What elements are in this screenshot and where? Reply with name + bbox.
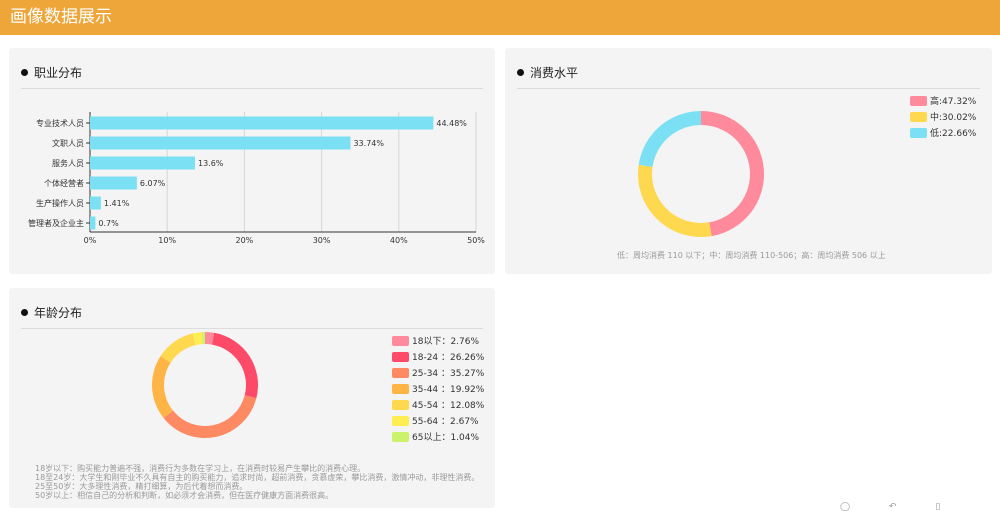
legend-item[interactable]: 55-64 ：2.67% (392, 414, 484, 430)
bar[interactable] (90, 136, 351, 150)
occupation-divider (21, 88, 483, 89)
occupation-title-text: 职业分布 (34, 66, 83, 80)
occupation-panel: 职业分布 0% 10% 20% 30% 40% 50% 专业技术人员 44.48% 文职人员 33… (9, 48, 495, 274)
pie-slice[interactable] (163, 395, 257, 438)
footer-toolbar[interactable]: ◯ ↶ ▯ ◯ ◯ (840, 502, 959, 511)
age-note-line: 18岁以下：购买能力普遍不强，消费行为多数在学习上，在消费时较易产生攀比的消费心… (35, 464, 366, 473)
legend-swatch (910, 127, 927, 138)
legend-label: 35-44 ：19.92% (412, 385, 485, 395)
age-note-line: 18至24岁：大学生和刚毕业不久具有自主的购买能力，追求时尚，超前消费，贪慕虚荣… (35, 473, 480, 482)
bullet-icon (517, 69, 524, 76)
legend-label: 中:30.02% (930, 113, 977, 123)
legend-label: 45-54 ：12.08% (412, 401, 485, 411)
age-panel: 年龄分布 18以下：2.76% 18-24 ：26.26% 25-34 ：35.27… (9, 288, 495, 508)
bar[interactable] (90, 216, 96, 230)
legend-item[interactable]: 25-34 ：35.27% (392, 366, 484, 382)
legend-swatch (392, 431, 409, 442)
legend-swatch (392, 399, 409, 410)
age-note-line: 25至50岁：大多理性消费，精打细算，为后代着想而消费。 (35, 482, 248, 491)
x-tick-label: 20% (236, 236, 254, 245)
category-label: 服务人员 (52, 158, 84, 168)
legend-item[interactable]: 低:22.66% (910, 126, 976, 142)
category-label: 生产操作人员 (36, 198, 84, 208)
data-label: 1.41% (104, 199, 130, 208)
spending-legend: 高:47.32% 中:30.02% 低:22.66% (910, 94, 976, 142)
age-legend: 18以下：2.76% 18-24 ：26.26% 25-34 ：35.27% 35-4… (392, 334, 484, 446)
page-title: 画像数据展示 (10, 7, 112, 27)
category-label: 专业技术人员 (36, 118, 84, 128)
legend-swatch (910, 111, 927, 122)
x-tick-label: 0% (84, 236, 97, 245)
legend-swatch (392, 367, 409, 378)
data-label: 0.7% (98, 219, 119, 228)
legend-swatch (392, 335, 409, 346)
data-label: 44.48% (436, 119, 467, 128)
legend-label: 25-34 ：35.27% (412, 369, 485, 379)
age-notes: 18岁以下：购买能力普遍不强，消费行为多数在学习上，在消费时较易产生攀比的消费心… (35, 464, 490, 500)
legend-item[interactable]: 18以下：2.76% (392, 334, 484, 350)
legend-item[interactable]: 高:47.32% (910, 94, 976, 110)
spending-donut-chart (638, 111, 765, 237)
category-label: 管理者及企业主 (28, 218, 84, 228)
spending-title-text: 消费水平 (530, 66, 579, 80)
pie-slice[interactable] (212, 332, 258, 399)
legend-label: 55-64 ：2.67% (412, 417, 479, 427)
age-divider (21, 328, 483, 329)
page-header: 画像数据展示 (0, 0, 1000, 35)
legend-label: 65以上：1.04% (412, 433, 480, 443)
bar[interactable] (90, 176, 137, 190)
data-label: 13.6% (198, 159, 224, 168)
legend-label: 18-24 ：26.26% (412, 353, 485, 363)
legend-swatch (910, 95, 927, 106)
legend-swatch (392, 415, 409, 426)
spending-title: 消费水平 (517, 63, 578, 83)
pie-slice[interactable] (201, 332, 205, 345)
bar[interactable] (90, 156, 195, 170)
age-note-line: 50岁以上：相信自己的分析和判断，如必须才会消费，但在医疗健康方面消费很高。 (35, 491, 334, 500)
bar[interactable] (90, 116, 434, 130)
bullet-icon (21, 309, 28, 316)
pie-slice[interactable] (152, 356, 173, 419)
occupation-title: 职业分布 (21, 63, 82, 83)
legend-label: 高:47.32% (930, 97, 977, 107)
pie-slice[interactable] (701, 111, 765, 237)
x-tick-label: 30% (313, 236, 331, 245)
x-tick-label: 40% (390, 236, 408, 245)
pie-slice[interactable] (205, 332, 215, 345)
bar[interactable] (90, 196, 101, 210)
data-label: 6.07% (140, 179, 166, 188)
pie-slice[interactable] (638, 111, 701, 167)
age-donut-chart (152, 332, 258, 438)
spending-note: 低：周均消费 110 以下；中：周均消费 110-506；高：周均消费 506 … (617, 251, 886, 260)
legend-item[interactable]: 中:30.02% (910, 110, 976, 126)
pie-slice[interactable] (192, 332, 203, 346)
legend-swatch (392, 351, 409, 362)
x-tick-label: 10% (158, 236, 176, 245)
spending-divider (517, 88, 980, 89)
category-label: 个体经营者 (44, 178, 84, 188)
age-title: 年龄分布 (21, 303, 82, 323)
x-tick-label: 50% (467, 236, 485, 245)
occupation-bar-chart: 0% 10% 20% 30% 40% 50% 专业技术人员 44.48% 文职人员 33.74% 服… (28, 112, 485, 245)
spending-panel: 消费水平 高:47.32% 中:30.02% 低:22.66% 低：周均消费 110… (505, 48, 992, 274)
legend-item[interactable]: 65以上：1.04% (392, 430, 484, 446)
legend-label: 低:22.66% (930, 129, 977, 139)
legend-item[interactable]: 35-44 ：19.92% (392, 382, 484, 398)
bullet-icon (21, 69, 28, 76)
age-title-text: 年龄分布 (34, 306, 83, 320)
legend-item[interactable]: 18-24 ：26.26% (392, 350, 484, 366)
pie-slice[interactable] (160, 333, 196, 363)
data-label: 33.74% (353, 139, 384, 148)
legend-label: 18以下：2.76% (412, 337, 480, 347)
pie-slice[interactable] (638, 164, 712, 237)
category-label: 文职人员 (52, 138, 84, 148)
legend-item[interactable]: 45-54 ：12.08% (392, 398, 484, 414)
legend-swatch (392, 383, 409, 394)
